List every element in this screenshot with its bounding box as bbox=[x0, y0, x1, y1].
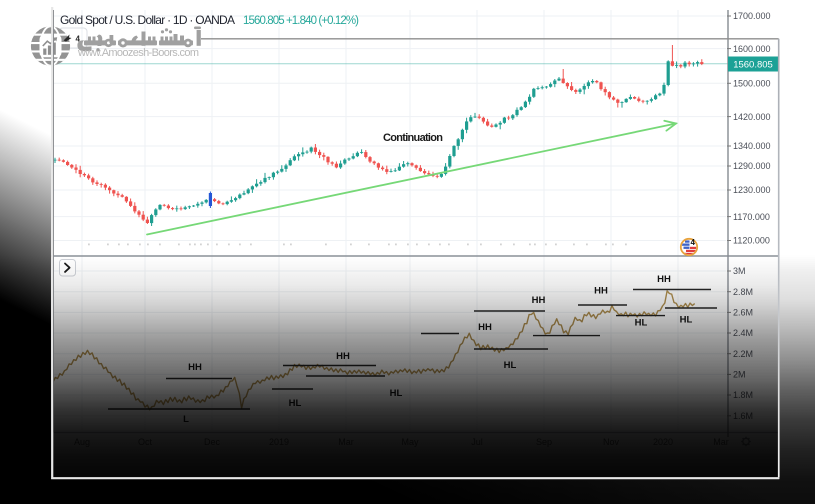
svg-text:1700.000: 1700.000 bbox=[733, 11, 771, 21]
svg-text:1170.000: 1170.000 bbox=[733, 212, 770, 222]
svg-text:1420.000: 1420.000 bbox=[733, 112, 771, 122]
svg-text:1500.000: 1500.000 bbox=[733, 79, 771, 89]
svg-text:1230.000: 1230.000 bbox=[733, 185, 771, 195]
svg-text:1290.000: 1290.000 bbox=[733, 161, 771, 171]
svg-text:1600.000: 1600.000 bbox=[733, 44, 771, 54]
svg-text:1120.000: 1120.000 bbox=[733, 236, 770, 246]
svg-text:Continuation: Continuation bbox=[383, 132, 443, 144]
svg-text:1560.805 +1.840 (+0.12%): 1560.805 +1.840 (+0.12%) bbox=[243, 15, 359, 27]
svg-text:1340.000: 1340.000 bbox=[733, 141, 771, 151]
svg-text:1560.805: 1560.805 bbox=[733, 59, 773, 70]
svg-text:www.Amoozesh-Boors.com: www.Amoozesh-Boors.com bbox=[77, 47, 199, 59]
svg-text:4: 4 bbox=[691, 238, 696, 247]
svg-text:Gold Spot / U.S. Dollar · 1D ·: Gold Spot / U.S. Dollar · 1D · OANDA bbox=[60, 13, 235, 27]
svg-text:4: 4 bbox=[76, 35, 81, 44]
